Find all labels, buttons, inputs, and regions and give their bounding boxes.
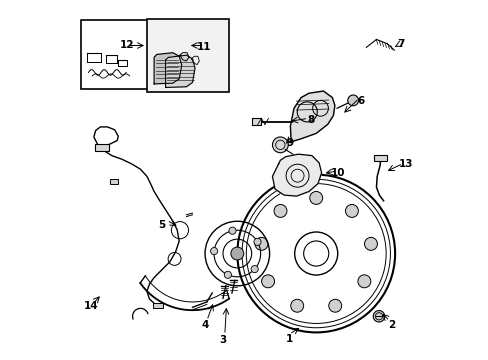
Text: 12: 12: [120, 40, 134, 50]
Bar: [147, 19, 229, 92]
Bar: [153, 303, 163, 309]
Circle shape: [372, 311, 384, 322]
Text: 11: 11: [197, 42, 211, 52]
Circle shape: [347, 95, 358, 106]
Text: 8: 8: [306, 115, 314, 125]
Circle shape: [345, 204, 358, 217]
Bar: [110, 179, 118, 184]
Bar: [95, 144, 108, 150]
Circle shape: [357, 275, 370, 288]
Circle shape: [228, 227, 236, 234]
Text: 9: 9: [286, 138, 293, 148]
Text: 2: 2: [387, 320, 394, 330]
Bar: [251, 118, 260, 126]
Circle shape: [328, 299, 341, 312]
Polygon shape: [272, 154, 321, 196]
Text: 14: 14: [83, 301, 98, 311]
Text: 4: 4: [201, 320, 208, 330]
Circle shape: [250, 266, 258, 273]
Circle shape: [290, 299, 303, 312]
Text: 1: 1: [285, 333, 292, 343]
Polygon shape: [165, 55, 195, 87]
Polygon shape: [154, 53, 182, 84]
Circle shape: [230, 247, 244, 260]
Circle shape: [272, 137, 287, 153]
Circle shape: [364, 237, 377, 250]
Text: 3: 3: [219, 334, 226, 345]
Circle shape: [210, 247, 217, 255]
Text: 5: 5: [158, 220, 165, 230]
Circle shape: [255, 237, 267, 250]
Polygon shape: [290, 91, 334, 141]
Text: 6: 6: [357, 96, 364, 106]
Circle shape: [253, 238, 261, 246]
Text: 13: 13: [398, 159, 412, 169]
Circle shape: [261, 275, 274, 288]
Bar: [373, 155, 386, 161]
Text: 7: 7: [396, 40, 404, 49]
Text: 10: 10: [330, 168, 345, 178]
Bar: [81, 21, 147, 89]
Circle shape: [309, 192, 322, 204]
Circle shape: [224, 271, 231, 278]
Circle shape: [273, 204, 286, 217]
